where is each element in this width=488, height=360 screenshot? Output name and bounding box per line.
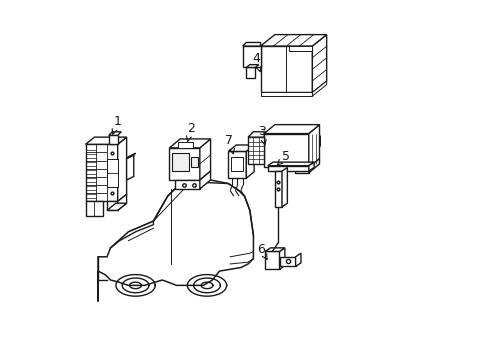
Polygon shape xyxy=(231,157,243,171)
Polygon shape xyxy=(172,153,189,171)
Polygon shape xyxy=(126,153,135,158)
Polygon shape xyxy=(279,257,295,266)
Polygon shape xyxy=(260,35,326,46)
Polygon shape xyxy=(279,248,285,269)
Text: 4: 4 xyxy=(251,52,261,72)
Polygon shape xyxy=(107,158,118,187)
Text: 6: 6 xyxy=(257,243,266,260)
Polygon shape xyxy=(264,248,285,251)
Polygon shape xyxy=(294,167,308,173)
Polygon shape xyxy=(312,81,326,96)
Polygon shape xyxy=(274,171,282,207)
Polygon shape xyxy=(282,167,287,207)
Polygon shape xyxy=(126,155,134,180)
Polygon shape xyxy=(98,180,253,301)
Polygon shape xyxy=(246,145,254,178)
Polygon shape xyxy=(264,251,279,269)
Polygon shape xyxy=(308,125,319,167)
Polygon shape xyxy=(247,137,264,164)
Text: 1: 1 xyxy=(112,114,122,134)
Text: 7: 7 xyxy=(225,134,234,154)
Polygon shape xyxy=(246,67,255,78)
Polygon shape xyxy=(242,42,260,46)
Polygon shape xyxy=(85,137,126,144)
Polygon shape xyxy=(288,46,312,51)
Polygon shape xyxy=(228,145,254,152)
Text: 3: 3 xyxy=(257,125,265,145)
Polygon shape xyxy=(85,202,103,216)
Polygon shape xyxy=(107,203,126,210)
Polygon shape xyxy=(246,64,258,67)
Polygon shape xyxy=(175,180,200,189)
Polygon shape xyxy=(228,152,246,178)
Polygon shape xyxy=(267,162,313,166)
Polygon shape xyxy=(267,166,308,171)
Polygon shape xyxy=(169,148,200,180)
Polygon shape xyxy=(308,162,313,171)
Polygon shape xyxy=(118,194,126,210)
Polygon shape xyxy=(85,144,118,202)
Polygon shape xyxy=(200,171,210,189)
Polygon shape xyxy=(169,139,210,148)
Polygon shape xyxy=(260,93,312,96)
Polygon shape xyxy=(260,46,312,93)
Polygon shape xyxy=(308,158,319,173)
Polygon shape xyxy=(264,125,319,134)
Polygon shape xyxy=(190,157,198,167)
Polygon shape xyxy=(312,35,326,93)
Polygon shape xyxy=(178,143,192,148)
Polygon shape xyxy=(200,139,210,180)
Text: 2: 2 xyxy=(186,122,194,141)
Polygon shape xyxy=(108,132,121,135)
Polygon shape xyxy=(264,134,308,167)
Polygon shape xyxy=(107,202,118,210)
Polygon shape xyxy=(108,135,118,144)
Polygon shape xyxy=(242,46,260,67)
Polygon shape xyxy=(118,137,126,202)
Polygon shape xyxy=(295,253,300,266)
Text: 5: 5 xyxy=(276,150,289,166)
Polygon shape xyxy=(247,132,264,137)
